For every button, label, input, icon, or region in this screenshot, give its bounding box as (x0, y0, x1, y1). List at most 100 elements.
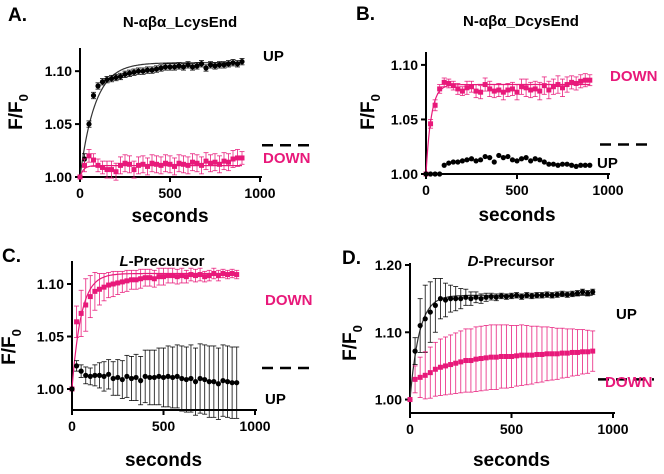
data-point (448, 296, 454, 302)
data-point (528, 158, 534, 164)
data-point (453, 296, 459, 302)
data-point (78, 368, 84, 374)
chart-panel-3: C. L-Precursor 1.00 1.05 1.10 0 500 1000 seconds… (0, 246, 313, 471)
data-point (92, 288, 98, 294)
series-up: UP (407, 278, 637, 403)
data-point (145, 163, 150, 169)
data-point (446, 80, 452, 86)
x-axis-label: seconds (131, 206, 208, 227)
data-point (86, 121, 92, 127)
data-point (493, 294, 499, 300)
data-point (115, 280, 121, 286)
chart-title: D-Precursor (468, 253, 555, 270)
data-point (161, 274, 166, 280)
data-point (208, 160, 213, 166)
data-point (459, 88, 465, 94)
data-point (211, 271, 217, 276)
data-point (500, 89, 506, 95)
y-tick-label: 1.05 (391, 111, 418, 127)
data-point (149, 67, 155, 73)
y-tick-label: 1.05 (37, 329, 64, 345)
data-point (450, 159, 456, 165)
data-point (234, 380, 240, 386)
data-point (549, 351, 555, 357)
data-point (239, 59, 245, 65)
data-point (158, 65, 164, 71)
data-point (90, 92, 97, 99)
data-point (138, 378, 144, 384)
data-point (176, 160, 182, 166)
data-point (453, 360, 459, 366)
y-tick-label: 1.05 (45, 116, 72, 132)
chart-title: N-αβα_DcysEnd (463, 13, 579, 30)
data-point (443, 363, 449, 369)
data-point (136, 162, 141, 168)
data-point (564, 350, 570, 356)
chart-panel-2: B. N-αβα_DcysEnd 1.00 1.05 1.10 0 500 1000 secon… (356, 4, 658, 226)
data-point (165, 373, 171, 379)
data-point (478, 296, 484, 302)
series-label-down: DOWN (263, 150, 311, 167)
data-point (574, 290, 581, 296)
data-point (147, 275, 153, 281)
data-point (488, 354, 494, 360)
series-up: UP (77, 48, 284, 180)
data-point (73, 363, 80, 369)
x-tick-label: 0 (76, 185, 84, 201)
data-point (559, 350, 565, 356)
y-axis-label: F/F0 (6, 94, 31, 130)
data-point (101, 373, 107, 379)
data-point (144, 67, 151, 73)
data-point (96, 286, 102, 292)
data-point (532, 156, 538, 162)
data-point (483, 355, 489, 361)
data-point (513, 292, 520, 298)
x-tick-label: 500 (500, 421, 524, 437)
data-point (539, 292, 545, 298)
data-point (224, 379, 231, 385)
data-point (234, 272, 240, 278)
series-up: UP (69, 343, 286, 420)
data-point (162, 64, 169, 70)
data-point (149, 160, 155, 166)
data-point (569, 162, 575, 168)
data-point (578, 78, 584, 84)
data-point (127, 161, 132, 167)
data-point (207, 62, 214, 68)
data-point (541, 83, 547, 89)
title-text: N-αβα_DcysEnd (463, 13, 579, 30)
x-tick-label: 500 (158, 185, 182, 201)
data-point (437, 364, 443, 370)
data-point (95, 83, 101, 89)
data-point (183, 376, 189, 383)
data-point (428, 121, 434, 127)
data-point (448, 362, 454, 368)
data-point (165, 273, 171, 279)
series-down: DOWN (423, 68, 658, 177)
title-text: N-αβα_LcysEnd (123, 14, 237, 31)
data-point (170, 273, 176, 279)
data-point (74, 319, 80, 325)
data-point (151, 374, 157, 381)
data-point (564, 161, 570, 167)
data-point (505, 153, 511, 160)
data-point (585, 349, 591, 355)
data-point (131, 167, 137, 173)
data-point (135, 68, 142, 74)
data-point (546, 87, 552, 93)
data-point (496, 152, 502, 159)
data-point (427, 370, 433, 376)
data-point (523, 155, 529, 161)
data-point (493, 354, 499, 360)
chart-title: L-Precursor (119, 253, 204, 270)
data-point (446, 160, 452, 166)
data-point (441, 162, 447, 168)
data-point (188, 375, 194, 382)
data-point (582, 77, 588, 83)
data-point (142, 275, 148, 281)
data-point (417, 322, 423, 329)
data-point (469, 84, 474, 90)
data-point (509, 86, 515, 92)
x-tick-label: 500 (505, 182, 529, 198)
data-point (427, 309, 433, 315)
